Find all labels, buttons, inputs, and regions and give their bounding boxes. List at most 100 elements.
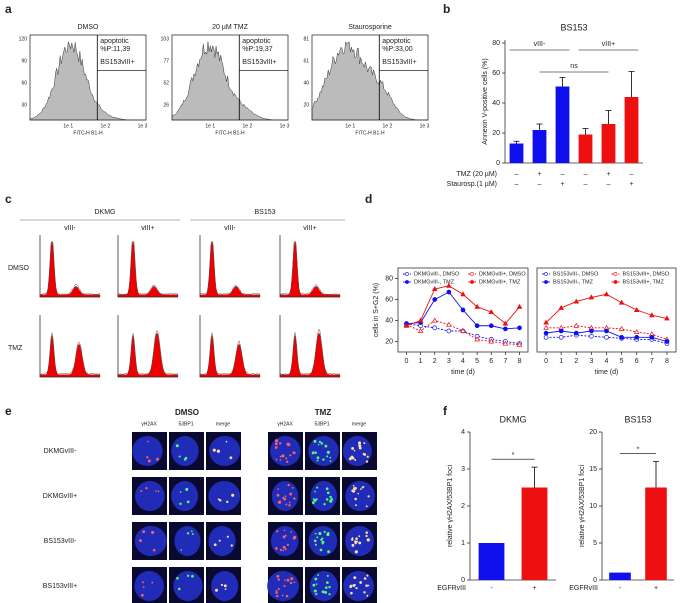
focus <box>321 590 325 594</box>
focus <box>283 529 286 532</box>
focus <box>353 449 356 452</box>
flow-tick: 1e 1 <box>205 123 215 129</box>
focus <box>142 586 145 588</box>
nucleus <box>209 436 241 466</box>
nucleus <box>267 571 300 601</box>
focus <box>141 581 144 584</box>
focus <box>365 460 369 463</box>
cell-cycle-fill <box>39 241 101 298</box>
focus <box>176 577 179 580</box>
focus <box>322 458 325 461</box>
focus <box>317 443 320 446</box>
treatment: DMSO <box>8 265 30 272</box>
focus <box>151 581 154 584</box>
focus <box>292 451 296 455</box>
flow-title: Staurosporine <box>348 24 392 31</box>
focus <box>351 446 355 450</box>
x-axis-label: EGFRvIII <box>569 585 598 592</box>
panel-label: d <box>365 192 372 206</box>
error-bar <box>536 123 543 130</box>
focus <box>276 594 279 598</box>
x-tick-label: 7 <box>650 358 654 365</box>
bar <box>521 487 548 580</box>
focus <box>325 586 328 589</box>
focus <box>285 457 288 460</box>
nucleus <box>134 571 164 601</box>
flow-title: 20 µM TMZ <box>212 24 249 31</box>
focus <box>328 585 331 589</box>
focus <box>223 584 227 588</box>
nucleus <box>135 481 165 511</box>
focus <box>293 581 296 584</box>
focus <box>359 581 363 584</box>
variant: vIII+ <box>141 225 154 232</box>
focus <box>282 535 286 539</box>
treatment: TMZ <box>8 345 23 352</box>
nucleus <box>174 526 201 556</box>
focus <box>226 535 229 538</box>
condition-mark: – <box>515 171 519 178</box>
flow-tick: 1e 2 <box>243 123 253 129</box>
focus <box>350 538 354 541</box>
x-tick-label: 8 <box>518 358 522 365</box>
focus <box>315 593 318 596</box>
marker <box>403 322 410 328</box>
focus <box>314 577 318 581</box>
marker <box>474 303 480 309</box>
focus <box>351 456 355 460</box>
marker <box>517 325 522 331</box>
flow-tick: 1e 1 <box>345 123 355 129</box>
marker <box>516 341 523 347</box>
bar <box>478 543 505 580</box>
label: BS153vIII+ <box>382 59 416 66</box>
bar <box>645 487 667 580</box>
focus <box>179 491 182 493</box>
focus <box>363 453 367 456</box>
bar <box>509 143 524 163</box>
legend-label: BS153vIII+, DMSO <box>623 271 670 277</box>
focus <box>220 583 224 587</box>
flow-tick: 1e 2 <box>101 123 111 129</box>
nucleus <box>134 526 167 556</box>
marker <box>558 304 564 310</box>
focus <box>316 459 319 462</box>
error-bar <box>531 466 538 488</box>
legend-marker <box>544 280 548 284</box>
marker <box>474 336 480 342</box>
focus <box>155 490 157 492</box>
y-tick-label: 20 <box>492 130 500 137</box>
marker <box>618 325 625 331</box>
x-tick-label: 1 <box>419 358 423 365</box>
focus <box>279 455 282 458</box>
cell-cycle-axis <box>39 235 100 298</box>
focus <box>216 449 220 453</box>
x-tick-label: 1 <box>559 358 563 365</box>
marker <box>417 317 424 323</box>
legend-label: BS153vIII+, TMZ <box>623 279 665 285</box>
focus <box>279 442 282 445</box>
flow-tick: 30 <box>21 102 27 108</box>
label: %P:11,39 <box>100 46 130 53</box>
focus <box>363 591 366 594</box>
condition-mark: – <box>584 171 588 178</box>
y-axis-label: relative γH2AX/53BP1 foci <box>579 465 586 548</box>
marker <box>446 328 452 334</box>
marker <box>446 321 452 327</box>
condition-mark: + <box>606 171 610 178</box>
focus <box>329 499 333 503</box>
channel: merge <box>352 421 366 427</box>
cell-cycle-fit <box>199 332 261 377</box>
bar <box>555 86 570 163</box>
focus <box>146 456 149 459</box>
chart-title: DKMG <box>500 414 527 424</box>
focus <box>355 504 358 507</box>
focus <box>276 493 280 497</box>
nucleus <box>345 481 375 511</box>
focus <box>224 588 227 591</box>
focus <box>357 441 362 445</box>
y-tick-label: 20 <box>589 429 597 436</box>
focus <box>318 440 322 443</box>
focus <box>349 584 353 588</box>
focus <box>226 500 229 504</box>
focus <box>142 530 146 534</box>
